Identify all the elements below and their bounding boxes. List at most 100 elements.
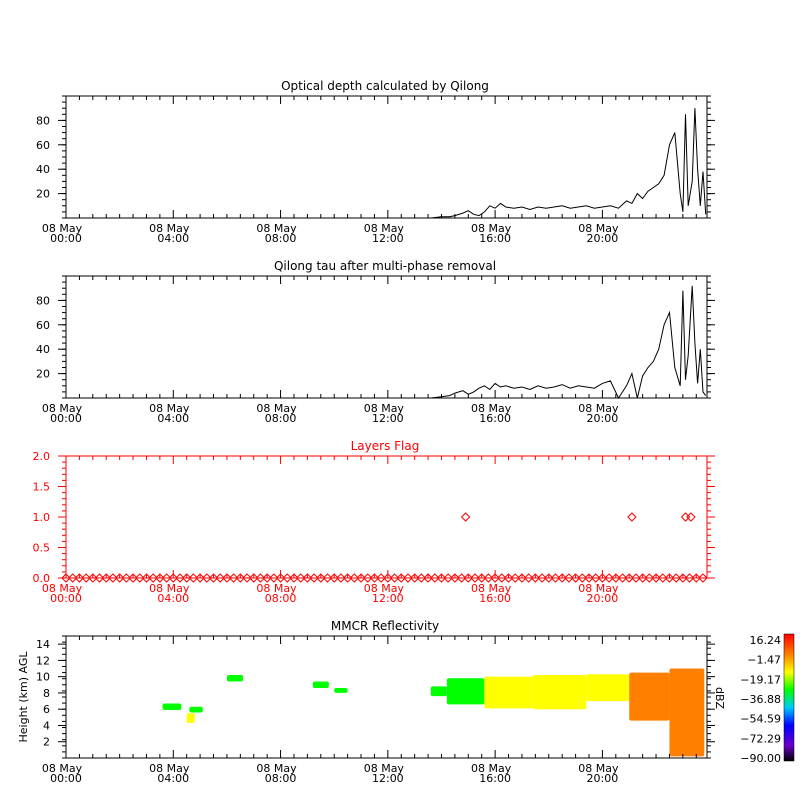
flag-diamond [470, 573, 480, 583]
flag-diamond [101, 573, 111, 583]
y-tick-label: 0.0 [33, 572, 51, 585]
y-tick-label: 0.5 [33, 542, 51, 555]
flag-diamond [255, 573, 266, 583]
y-tick-label: 20 [36, 368, 50, 381]
echo-cell [334, 688, 348, 693]
x-tick-label-date: 08 May [42, 762, 83, 775]
x-tick-label-date: 08 May [42, 402, 83, 415]
flag-diamond [544, 573, 554, 583]
flag-diamond [168, 573, 178, 583]
x-tick-label-time: 04:00 [157, 412, 189, 425]
flag-diamond [121, 573, 132, 583]
flag-diamond [81, 573, 91, 583]
x-tick-label-time: 20:00 [587, 232, 619, 245]
x-tick-label-date: 08 May [578, 582, 619, 595]
flag-diamond [329, 573, 339, 583]
y-tick-label: 40 [36, 343, 50, 356]
x-tick-label-date: 08 May [578, 762, 619, 775]
colorbar [783, 633, 795, 762]
flag-diamond [396, 573, 406, 583]
x-tick-label-date: 08 May [42, 222, 83, 235]
flag-diamond [450, 573, 460, 583]
flag-diamond [617, 573, 628, 583]
flag-diamond [215, 573, 225, 583]
colorbar-tick-label: −72.29 [740, 732, 781, 745]
flag-diamond [369, 573, 380, 583]
echo-cell [532, 675, 587, 710]
x-tick-label-time: 00:00 [50, 412, 82, 425]
flag-diamond [269, 573, 279, 583]
flag-diamond [644, 573, 655, 583]
y-tick-label: 60 [36, 319, 50, 332]
x-tick-label-date: 08 May [578, 222, 619, 235]
tau-removal-title: Qilong tau after multi-phase removal [274, 259, 496, 273]
flag-diamond [460, 512, 471, 522]
flag-diamond [443, 573, 453, 583]
y-tick-label: 1.5 [33, 481, 51, 494]
optical-depth-series-line [430, 108, 707, 219]
flag-diamond [680, 512, 691, 522]
flag-diamond [74, 573, 85, 583]
flag-diamond [235, 573, 246, 583]
echo-cell [484, 676, 533, 709]
y-tick-label: 60 [36, 139, 50, 152]
x-tick-label-time: 12:00 [372, 412, 404, 425]
flag-diamond [228, 573, 239, 583]
flag-diamond [624, 573, 634, 583]
flag-diamond [148, 573, 158, 583]
colorbar-tick-label: −1.47 [747, 654, 781, 667]
tau-removal-series-line [430, 285, 707, 400]
colorbar-ticks: 16.24 −1.47 −19.17 −36.88 −54.59 −72.29 −90.00 [740, 634, 781, 765]
x-tick-label-time: 08:00 [265, 232, 297, 245]
x-tick-label-date: 08 May [256, 222, 297, 235]
flag-diamond [302, 573, 313, 583]
flag-diamond [222, 573, 232, 583]
x-tick-label-time: 00:00 [50, 592, 82, 605]
flag-diamond [181, 573, 192, 583]
flag-diamond [188, 573, 199, 583]
y-tick-label: 40 [36, 163, 50, 176]
x-tick-label-time: 12:00 [372, 592, 404, 605]
x-tick-label-date: 08 May [364, 582, 405, 595]
y-tick-label: 20 [36, 188, 50, 201]
flag-diamond [202, 573, 212, 583]
flag-diamond [456, 573, 467, 583]
colorbar-tick-label: 16.24 [750, 634, 782, 647]
flag-diamond [242, 573, 252, 583]
x-tick-label-date: 08 May [471, 222, 512, 235]
echo-cell [312, 681, 329, 689]
x-tick-label-date: 08 May [364, 762, 405, 775]
x-tick-label-date: 08 May [149, 402, 190, 415]
y-tick-label: 80 [36, 114, 50, 127]
flag-diamond [691, 573, 701, 583]
y-tick-label: 2.0 [33, 450, 51, 463]
y-tick-label: 8 [43, 687, 50, 700]
x-tick-label-date: 08 May [364, 402, 405, 415]
echo-cell [189, 706, 203, 713]
x-tick-label-date: 08 May [256, 402, 297, 415]
y-tick-label: 2 [43, 736, 50, 749]
mmcr-echo-field [162, 668, 705, 757]
flag-diamond [436, 573, 447, 583]
flag-diamond [477, 573, 487, 583]
flag-diamond [597, 573, 608, 583]
optical-depth-frame [65, 95, 708, 219]
x-tick-label-date: 08 May [471, 402, 512, 415]
x-tick-label-time: 08:00 [265, 592, 297, 605]
y-tick-label: 4 [43, 719, 50, 732]
flag-diamond [249, 573, 259, 583]
flag-diamond [510, 573, 520, 583]
flag-diamond [570, 573, 581, 583]
flag-diamond [175, 573, 185, 583]
flag-diamond [128, 573, 138, 583]
x-tick-label-date: 08 May [578, 402, 619, 415]
flag-diamond [208, 573, 219, 583]
flag-diamond [698, 573, 708, 583]
flag-diamond [671, 573, 681, 583]
flag-diamond [490, 573, 500, 583]
flag-diamond [631, 573, 641, 583]
flag-diamond [161, 573, 172, 583]
